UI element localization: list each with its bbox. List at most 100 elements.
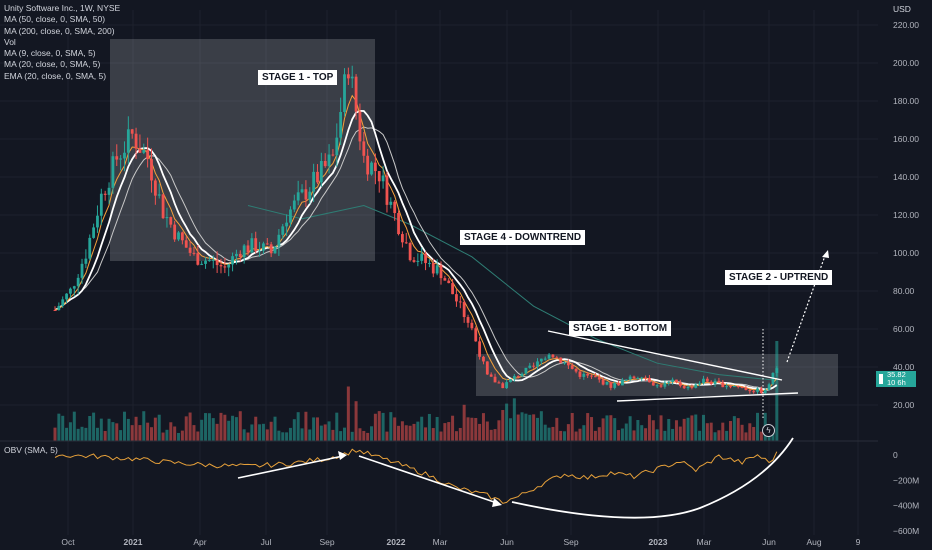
- volume-bar: [184, 416, 188, 441]
- candle-body: [331, 154, 335, 156]
- last-price-countdown: 10 6h: [887, 378, 906, 387]
- volume-bar: [335, 412, 339, 441]
- volume-bar: [420, 416, 424, 441]
- volume-bar: [215, 423, 219, 441]
- volume-bar: [536, 417, 539, 441]
- candle-body: [455, 294, 458, 302]
- obv-tick-label: 0: [893, 450, 898, 460]
- candle-body: [767, 384, 771, 390]
- volume-bar: [547, 427, 551, 441]
- candle-body: [250, 238, 254, 253]
- legend-ma50[interactable]: MA (50, close, 0, SMA, 50): [4, 14, 106, 25]
- volume-bar: [308, 429, 312, 441]
- flash-icon[interactable]: ϟ: [762, 424, 775, 437]
- volume-bar: [466, 417, 470, 441]
- candle-body: [416, 260, 420, 262]
- volume-bar: [339, 431, 343, 441]
- candle-body: [366, 155, 370, 175]
- candle-body: [520, 373, 524, 377]
- ema-line: [54, 94, 778, 392]
- volume-bar: [678, 426, 682, 441]
- volume-bar: [354, 401, 358, 441]
- legend-ema20[interactable]: EMA (20, close, 0, SMA, 5): [4, 70, 107, 81]
- volume-bar: [80, 426, 84, 441]
- volume-bar: [304, 411, 308, 441]
- volume-bar: [65, 427, 69, 441]
- obv-tick-label: −400M: [893, 501, 919, 511]
- candle-body: [385, 175, 389, 205]
- volume-bar: [200, 419, 204, 441]
- candle-body: [532, 365, 536, 367]
- candle-body: [204, 260, 207, 264]
- volume-bar: [593, 430, 597, 441]
- candle-body: [184, 240, 188, 248]
- volume-bar: [138, 425, 142, 441]
- candle-body: [729, 386, 732, 388]
- volume-bar: [563, 431, 567, 441]
- legend-ma200[interactable]: MA (200, close, 0, SMA, 200): [4, 25, 115, 36]
- time-tick-label: 9: [856, 537, 861, 547]
- candle-body: [594, 376, 597, 378]
- candle-body: [173, 224, 177, 240]
- volume-bar: [717, 430, 721, 441]
- candle-body: [223, 266, 227, 268]
- volume-bar: [663, 430, 667, 441]
- candle-body: [609, 381, 613, 388]
- candle-body: [84, 258, 88, 264]
- candle-body: [501, 383, 505, 389]
- legend-volume[interactable]: Vol: [4, 36, 16, 47]
- volume-bar: [671, 428, 675, 441]
- candle-body: [401, 234, 404, 243]
- candle-body: [265, 243, 269, 245]
- volume-bar: [424, 427, 428, 441]
- candle-body: [547, 354, 551, 359]
- volume-bar: [315, 417, 319, 441]
- candle-body: [597, 377, 601, 380]
- volume-bar: [555, 417, 559, 441]
- volume-bar: [319, 425, 323, 441]
- volume-bar: [219, 412, 223, 441]
- price-tick-label: 100.00: [893, 248, 919, 258]
- candle-body: [709, 381, 713, 384]
- candle-body: [458, 301, 462, 303]
- stage4-label: STAGE 4 - DOWNTREND: [460, 230, 586, 245]
- candle-body: [65, 293, 68, 300]
- volume-bar: [408, 425, 412, 441]
- candle-body: [516, 375, 520, 377]
- legend-ma9[interactable]: MA (9, close, 0, SMA, 5): [4, 48, 96, 59]
- last-price-value: 35.82: [887, 370, 906, 379]
- legend-ma20[interactable]: MA (20, close, 0, SMA, 5): [4, 59, 101, 70]
- volume-bar: [281, 432, 285, 441]
- volume-bar: [427, 413, 431, 441]
- volume-bar: [211, 418, 215, 441]
- volume-bar: [732, 416, 736, 441]
- volume-bar: [95, 427, 99, 441]
- stage1-bottom-label: STAGE 1 - BOTTOM: [569, 321, 672, 336]
- candle-body: [690, 386, 694, 388]
- candle-body: [408, 242, 412, 261]
- volume-bar: [659, 415, 663, 441]
- candle-body: [134, 133, 138, 149]
- volume-bar: [204, 413, 208, 441]
- candle-body: [76, 277, 80, 287]
- volume-bar: [740, 424, 744, 441]
- candle-body: [466, 317, 470, 323]
- candle-body: [111, 156, 115, 188]
- candle-body: [219, 265, 223, 267]
- volume-bar: [597, 427, 601, 441]
- volume-bar: [346, 386, 350, 441]
- volume-bar: [439, 431, 443, 441]
- legend-title[interactable]: Unity Software Inc., 1W, NYSE: [4, 3, 121, 13]
- candle-body: [536, 361, 539, 367]
- candle-body: [717, 380, 721, 383]
- obv-legend[interactable]: OBV (SMA, 5): [4, 445, 58, 455]
- candle-body: [512, 375, 516, 380]
- obv-tick-label: −600M: [893, 526, 919, 536]
- volume-bar: [524, 413, 528, 441]
- volume-bar: [258, 424, 262, 441]
- volume-bar: [698, 430, 702, 441]
- volume-bar: [559, 430, 563, 441]
- candle-body: [235, 253, 238, 257]
- volume-bar: [373, 413, 377, 441]
